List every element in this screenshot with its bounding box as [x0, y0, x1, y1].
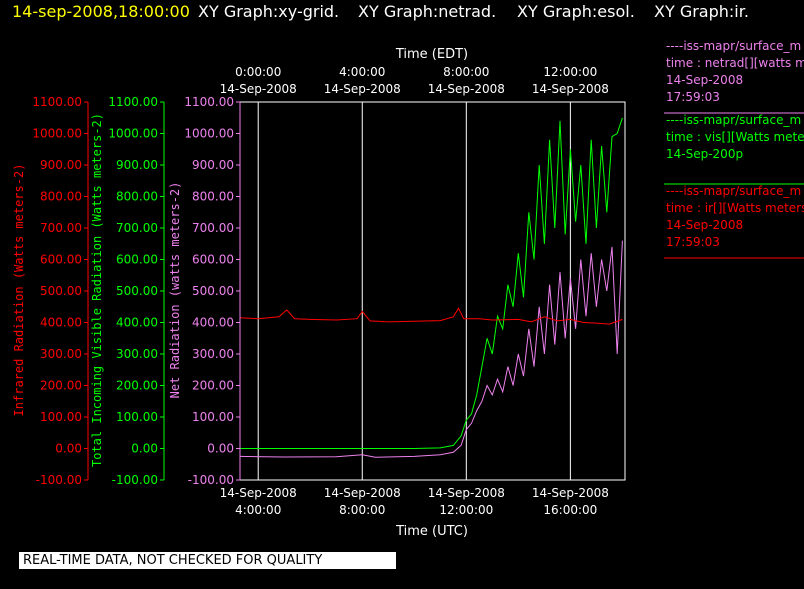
- infrared-y-tick-label: 100.00: [40, 410, 82, 424]
- legend-visible-line: 14-Sep-200p: [666, 147, 743, 161]
- top-tick-date: 14-Sep-2008: [220, 82, 297, 96]
- net-series-line: [240, 241, 622, 458]
- header-tab-xy-grid[interactable]: XY Graph:xy-grid.: [198, 2, 339, 21]
- infrared-y-tick-label: 400.00: [40, 316, 82, 330]
- visible-y-tick-label: 700.00: [116, 221, 158, 235]
- header-datetime: 14-sep-2008,18:00:00: [12, 2, 190, 21]
- legend-net-line: ----iss-mapr/surface_m: [666, 39, 801, 53]
- infrared-y-tick-label: 1100.00: [32, 95, 82, 109]
- bottom-tick-date: 14-Sep-2008: [532, 486, 609, 500]
- legend-visible-line: ----iss-mapr/surface_m: [666, 113, 801, 127]
- bottom-tick-date: 14-Sep-2008: [428, 486, 505, 500]
- infrared-y-tick-label: 500.00: [40, 284, 82, 298]
- net-y-tick-label: 0.00: [207, 442, 234, 456]
- net-y-tick-label: 500.00: [192, 284, 234, 298]
- net-y-tick-label: 200.00: [192, 379, 234, 393]
- infrared-y-axis-label: Infrared Radiation (Watts meters-2): [12, 164, 26, 417]
- top-axis-ticks: 0:00:00 14-Sep-2008 4:00:00 14-Sep-2008 8:00…: [220, 65, 609, 96]
- bottom-tick-time: 8:00:00: [339, 503, 385, 517]
- quality-warning-banner: REAL-TIME DATA, NOT CHECKED FOR QUALITY: [19, 552, 396, 569]
- infrared-y-tick-label: 800.00: [40, 190, 82, 204]
- net-y-tick-label: -100.00: [188, 473, 234, 487]
- series-layer: [240, 118, 622, 458]
- visible-y-tick-label: 100.00: [116, 410, 158, 424]
- legend-infrared-line: 14-Sep-2008: [666, 218, 743, 232]
- visible-y-tick-label: 600.00: [116, 253, 158, 267]
- visible-y-tick-label: 400.00: [116, 316, 158, 330]
- infrared-y-tick-label: 900.00: [40, 158, 82, 172]
- visible-y-tick-label: -100.00: [112, 473, 158, 487]
- header-tab-esol[interactable]: XY Graph:esol.: [517, 2, 635, 21]
- header-tab-ir[interactable]: XY Graph:ir.: [654, 2, 749, 21]
- infrared-y-tick-label: 200.00: [40, 379, 82, 393]
- visible-y-tick-label: 800.00: [116, 190, 158, 204]
- legend-net-line: time : netrad[][watts m: [666, 56, 804, 70]
- visible-y-tick-label: 200.00: [116, 379, 158, 393]
- infrared-y-tick-label: 700.00: [40, 221, 82, 235]
- bottom-tick-time: 4:00:00: [235, 503, 281, 517]
- top-tick-time: 0:00:00: [235, 65, 281, 79]
- net-y-tick-label: 900.00: [192, 158, 234, 172]
- legend-net-line: 14-Sep-2008: [666, 73, 743, 87]
- net-y-tick-label: 1100.00: [184, 95, 234, 109]
- infrared-y-tick-label: 1000.00: [32, 127, 82, 141]
- visible-y-axis-label: Total Incoming Visible Radiation (Watts …: [90, 113, 104, 467]
- visible-series-line: [240, 118, 622, 449]
- visible-y-tick-label: 0.00: [131, 442, 158, 456]
- infrared-y-tick-label: -100.00: [36, 473, 82, 487]
- bottom-axis-ticks: 14-Sep-2008 4:00:00 14-Sep-2008 8:00:00 14-S…: [220, 486, 609, 517]
- top-tick-time: 4:00:00: [339, 65, 385, 79]
- top-tick-time: 12:00:00: [543, 65, 597, 79]
- top-tick-date: 14-Sep-2008: [428, 82, 505, 96]
- legend-infrared-line: 17:59:03: [666, 235, 720, 249]
- infrared-y-tick-label: 300.00: [40, 347, 82, 361]
- net-y-axis-label: Net Radiation (watts meters-2): [168, 182, 182, 399]
- legend-net-line: 17:59:03: [666, 90, 720, 104]
- visible-y-tick-label: 900.00: [116, 158, 158, 172]
- legend-visible-line: time : vis[][Watts mete: [666, 130, 804, 144]
- infrared-series-line: [240, 308, 622, 324]
- net-y-tick-label: 100.00: [192, 410, 234, 424]
- top-tick-date: 14-Sep-2008: [532, 82, 609, 96]
- header-tab-netrad[interactable]: XY Graph:netrad.: [358, 2, 496, 21]
- bottom-tick-time: 12:00:00: [439, 503, 493, 517]
- infrared-y-tick-label: 600.00: [40, 253, 82, 267]
- y-axis-ticks: 1100.00 1000.00 900.00 800.00 700.00 600.00 50…: [32, 95, 240, 487]
- net-y-tick-label: 400.00: [192, 316, 234, 330]
- bottom-tick-date: 14-Sep-2008: [220, 486, 297, 500]
- bottom-tick-date: 14-Sep-2008: [324, 486, 401, 500]
- x-bottom-axis-label: Time (UTC): [395, 524, 468, 539]
- visible-y-tick-label: 1100.00: [108, 95, 158, 109]
- net-y-tick-label: 600.00: [192, 253, 234, 267]
- legend-infrared-line: time : ir[][Watts meters: [666, 201, 804, 215]
- net-y-tick-label: 800.00: [192, 190, 234, 204]
- visible-y-tick-label: 300.00: [116, 347, 158, 361]
- bottom-tick-time: 16:00:00: [543, 503, 597, 517]
- top-tick-time: 8:00:00: [443, 65, 489, 79]
- plot-frame: [240, 102, 625, 480]
- legend-infrared-line: ----iss-mapr/surface_m: [666, 184, 801, 198]
- net-y-tick-label: 700.00: [192, 221, 234, 235]
- x-top-axis-label: Time (EDT): [395, 47, 468, 62]
- net-y-tick-label: 300.00: [192, 347, 234, 361]
- top-tick-date: 14-Sep-2008: [324, 82, 401, 96]
- visible-y-tick-label: 500.00: [116, 284, 158, 298]
- net-y-tick-label: 1000.00: [184, 127, 234, 141]
- visible-y-tick-label: 1000.00: [108, 127, 158, 141]
- infrared-y-tick-label: 0.00: [55, 442, 82, 456]
